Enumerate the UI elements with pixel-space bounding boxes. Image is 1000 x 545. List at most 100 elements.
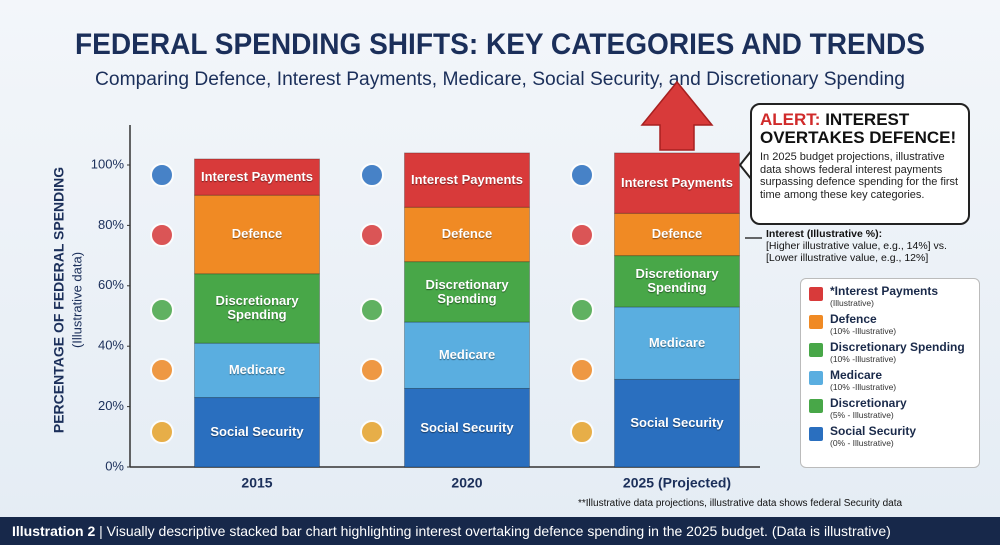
legend-text: Social Security (0% - Illustrative) bbox=[830, 424, 917, 449]
bar-segment bbox=[194, 158, 320, 196]
category-icon bbox=[150, 223, 174, 247]
segment-label-box: Defence bbox=[441, 226, 493, 242]
alert-body: In 2025 budget projections, illustrative… bbox=[760, 151, 959, 201]
x-tick-label: 2015 bbox=[241, 475, 272, 491]
caption: Visually descriptive stacked bar chart h… bbox=[106, 523, 891, 539]
legend-item: Discretionary (5% - Illustrative) bbox=[809, 397, 971, 420]
y-axis-note: (Illustrative data) bbox=[69, 252, 84, 348]
legend-note: (10% -Illustrative) bbox=[830, 354, 897, 364]
y-tick-label: 40% bbox=[98, 338, 124, 353]
legend-item: Discretionary Spending (10% -Illustrative… bbox=[809, 341, 971, 364]
x-tick-label: 2020 bbox=[451, 475, 482, 491]
segment-label: Defence bbox=[441, 226, 493, 242]
x-tick-label: 2025 (Projected) bbox=[623, 475, 731, 491]
y-axis-label: PERCENTAGE OF FEDERAL SPENDING bbox=[51, 167, 67, 433]
y-tick-label: 0% bbox=[105, 458, 124, 473]
legend-label: Defence bbox=[830, 312, 877, 326]
legend-item: *Interest Payments (Illustrative) bbox=[809, 285, 971, 308]
bar-segment bbox=[614, 306, 740, 380]
category-icon bbox=[360, 358, 384, 382]
bar-segment bbox=[404, 152, 530, 208]
legend-note: (0% - Illustrative) bbox=[830, 438, 894, 448]
chart: FEDERAL SPENDING SHIFTS: KEY CATEGORIES … bbox=[51, 28, 925, 491]
segment-label-box: Discretionary Spending bbox=[635, 266, 719, 296]
segment-label: Defence bbox=[651, 226, 703, 242]
segment-label: Social Security bbox=[630, 415, 724, 431]
bar-segment bbox=[194, 342, 320, 399]
bar-segment bbox=[614, 255, 740, 308]
segment-label: Medicare bbox=[438, 347, 496, 363]
caption-bar: Illustration 2 | Visually descriptive st… bbox=[0, 517, 1000, 545]
legend-text: Defence (10% -Illustrative) bbox=[830, 312, 897, 337]
bar-segment bbox=[404, 206, 530, 263]
annotation-title: Interest (Illustrative %): bbox=[766, 228, 883, 240]
segment-label: Defence bbox=[231, 226, 283, 242]
segment-label-box: Social Security bbox=[630, 415, 724, 431]
legend-note: (5% - Illustrative) bbox=[830, 410, 894, 420]
alert-title: INTEREST OVERTAKES DEFENCE! bbox=[760, 110, 957, 147]
segment-label: Interest Payments bbox=[621, 175, 733, 191]
annotation: Interest (Illustrative %): [Higher illus… bbox=[766, 228, 956, 264]
segment-label-box: Defence bbox=[231, 226, 283, 242]
segment-label: Interest Payments bbox=[411, 172, 523, 188]
legend-item: Defence (10% -Illustrative) bbox=[809, 313, 971, 336]
segment-label: Discretionary Spending bbox=[635, 266, 719, 296]
category-icon bbox=[360, 223, 384, 247]
segment-label-box: Interest Payments bbox=[621, 175, 733, 191]
category-icon bbox=[360, 163, 384, 187]
category-icon bbox=[150, 420, 174, 444]
legend-text: *Interest Payments (Illustrative) bbox=[830, 284, 939, 309]
category-icon bbox=[570, 420, 594, 444]
category-icon bbox=[360, 420, 384, 444]
category-icon bbox=[570, 223, 594, 247]
legend-item: Social Security (0% - Illustrative) bbox=[809, 425, 971, 448]
legend-note: (Illustrative) bbox=[830, 298, 874, 308]
bar-segment bbox=[404, 321, 530, 389]
legend-swatch bbox=[809, 427, 823, 441]
chart-title: FEDERAL SPENDING SHIFTS: KEY CATEGORIES … bbox=[75, 28, 925, 61]
legend-item: Medicare (10% -Illustrative) bbox=[809, 369, 971, 392]
y-tick-label: 100% bbox=[91, 156, 125, 171]
legend-note: (10% -Illustrative) bbox=[830, 326, 897, 336]
bar-segment bbox=[614, 378, 740, 468]
legend-label: Discretionary Spending bbox=[830, 340, 965, 354]
segment-label-box: Social Security bbox=[210, 425, 303, 439]
category-icon bbox=[150, 298, 174, 322]
chart-subtitle: Comparing Defence, Interest Payments, Me… bbox=[95, 69, 905, 90]
bar-segment bbox=[194, 397, 320, 468]
bar-segment bbox=[194, 273, 320, 344]
y-tick-label: 80% bbox=[98, 217, 124, 232]
segment-label-box: Defence bbox=[651, 226, 703, 242]
alert-label: ALERT: bbox=[760, 110, 821, 129]
legend-label: Discretionary bbox=[830, 396, 907, 410]
category-icon bbox=[570, 163, 594, 187]
bar-segment bbox=[194, 194, 320, 275]
segment-label: Discretionary Spending bbox=[215, 293, 299, 323]
alert-box: ALERT: INTEREST OVERTAKES DEFENCE! In 20… bbox=[750, 103, 970, 225]
legend-text: Discretionary Spending (10% -Illustrative… bbox=[830, 340, 965, 365]
segment-label-box: Interest Payments bbox=[201, 169, 313, 185]
category-icon bbox=[360, 298, 384, 322]
legend-label: Social Security bbox=[830, 424, 917, 438]
legend-label: Medicare bbox=[830, 368, 883, 382]
legend-swatch bbox=[809, 315, 823, 329]
segment-label: Social Security bbox=[420, 419, 514, 435]
segment-label-box: Social Security bbox=[420, 419, 514, 435]
y-tick-label: 20% bbox=[98, 398, 124, 413]
caption-label: Illustration 2 bbox=[12, 523, 96, 539]
legend-label: *Interest Payments bbox=[830, 284, 939, 298]
category-icon bbox=[150, 163, 174, 187]
category-icon bbox=[570, 358, 594, 382]
segment-label: Interest Payments bbox=[201, 169, 313, 185]
annotation-body: [Higher illustrative value, e.g., 14%] v… bbox=[766, 240, 947, 264]
legend-swatch bbox=[809, 371, 823, 385]
legend-text: Discretionary (5% - Illustrative) bbox=[830, 396, 907, 421]
y-tick-label: 60% bbox=[98, 277, 124, 292]
segment-label-box: Discretionary Spending bbox=[215, 293, 299, 323]
segment-label: Discretionary Spending bbox=[425, 276, 509, 306]
segment-label-box: Interest Payments bbox=[411, 172, 523, 188]
bar-segment bbox=[404, 261, 530, 323]
segment-label-box: Medicare bbox=[438, 347, 496, 363]
footnote: **Illustrative data projections, illustr… bbox=[578, 498, 903, 509]
